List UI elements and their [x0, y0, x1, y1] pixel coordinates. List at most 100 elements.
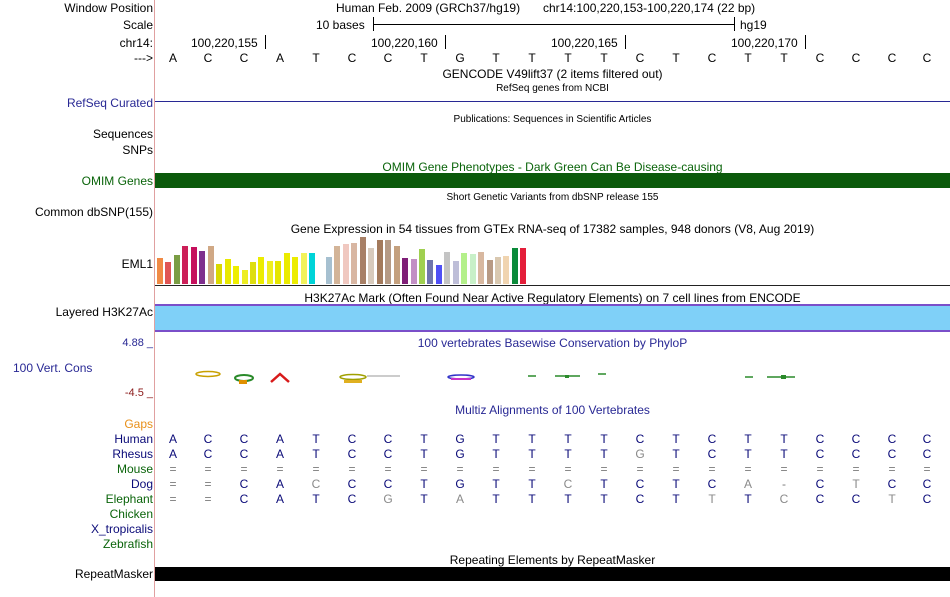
alignment-base: = [420, 462, 428, 476]
gtex-tissue-bar[interactable] [402, 258, 408, 284]
chr-label: chr14: [119, 36, 153, 50]
gtex-tissue-bar[interactable] [461, 253, 467, 284]
gtex-tissue-bar[interactable] [427, 260, 433, 284]
alignment-base: = [888, 462, 896, 476]
gtex-tissue-bar[interactable] [503, 256, 509, 284]
gtex-tissue-bar[interactable] [208, 246, 214, 284]
gtex-tissue-bar[interactable] [225, 259, 231, 284]
alignment-base: T [600, 477, 608, 491]
gtex-tissue-bar[interactable] [233, 266, 239, 284]
alignment-base: = [169, 492, 177, 506]
gtex-tissue-bar[interactable] [326, 257, 332, 284]
gtex-tissue-bar[interactable] [250, 262, 256, 284]
refseq-track-line[interactable] [155, 101, 950, 102]
rmsk-track-title[interactable]: Repeating Elements by RepeatMasker [449, 553, 656, 567]
gtex-tissue-bar[interactable] [419, 249, 425, 284]
coordinates-text[interactable]: chr14:100,220,153-100,220,174 (22 bp) [543, 1, 756, 15]
alignment-base: C [922, 432, 932, 446]
gtex-tissue-bar[interactable] [309, 253, 315, 284]
species-label[interactable]: Elephant [105, 492, 153, 506]
gtex-tissue-bar[interactable] [453, 261, 459, 284]
cons-track-title[interactable]: 100 vertebrates Basewise Conservation by… [417, 336, 688, 350]
gtex-tissue-bar[interactable] [157, 258, 163, 284]
species-label[interactable]: Rhesus [112, 447, 153, 461]
reference-base: T [312, 51, 320, 65]
alignment-base: C [203, 447, 213, 461]
cons-mark [344, 380, 362, 383]
gaps-label[interactable]: Gaps [124, 417, 153, 431]
gtex-tissue-bar[interactable] [351, 243, 357, 284]
gtex-gene-label[interactable]: EML1 [121, 257, 153, 271]
alignment-base: C [383, 477, 393, 491]
gtex-tissue-bar[interactable] [385, 240, 391, 284]
alignment-base: - [782, 477, 786, 491]
gtex-tissue-bar[interactable] [360, 237, 366, 284]
gtex-tissue-bar[interactable] [495, 257, 501, 284]
omim-track-title[interactable]: OMIM Gene Phenotypes - Dark Green Can Be… [382, 160, 723, 174]
gtex-tissue-bar[interactable] [478, 252, 484, 284]
sequences-label[interactable]: Sequences [92, 127, 153, 141]
gtex-tissue-bar[interactable] [216, 264, 222, 284]
gtex-tissue-bar[interactable] [292, 257, 298, 284]
scale-label: Scale [122, 18, 153, 32]
gtex-tissue-bar[interactable] [343, 244, 349, 284]
gtex-tissue-bar[interactable] [199, 251, 205, 284]
snps-label[interactable]: SNPs [122, 143, 153, 157]
gtex-tissue-bar[interactable] [520, 248, 526, 284]
h3k27-track-title[interactable]: H3K27Ac Mark (Often Found Near Active Re… [304, 291, 801, 305]
gtex-tissue-bar[interactable] [165, 262, 171, 284]
species-label[interactable]: Human [114, 432, 153, 446]
dbsnp-track-title: Short Genetic Variants from dbSNP releas… [446, 192, 659, 203]
multiz-track-title[interactable]: Multiz Alignments of 100 Vertebrates [455, 403, 650, 417]
gtex-tissue-bar[interactable] [411, 259, 417, 284]
gtex-tissue-bar[interactable] [242, 270, 248, 284]
species-label[interactable]: Chicken [109, 507, 153, 521]
gtex-tissue-bar[interactable] [487, 260, 493, 284]
alignment-base: = [492, 462, 500, 476]
cons-track-label[interactable]: 100 Vert. Cons [13, 361, 93, 375]
omim-gene-bar[interactable] [155, 173, 950, 188]
cons-mark [451, 378, 471, 380]
h3k27-track-label[interactable]: Layered H3K27Ac [55, 305, 153, 319]
omim-track-label[interactable]: OMIM Genes [81, 174, 153, 188]
track-label-divider [154, 0, 155, 597]
cons-mark [270, 372, 290, 383]
alignment-base: C [851, 447, 861, 461]
gtex-tissue-bar[interactable] [267, 261, 273, 284]
assembly-text[interactable]: Human Feb. 2009 (GRCh37/hg19) [336, 1, 521, 15]
gtex-track-title[interactable]: Gene Expression in 54 tissues from GTEx … [290, 222, 815, 236]
gtex-tissue-bar[interactable] [394, 246, 400, 284]
h3k27-signal[interactable] [155, 306, 950, 330]
gtex-tissue-bar[interactable] [368, 248, 374, 284]
rmsk-bar[interactable] [155, 567, 950, 581]
gtex-tissue-bar[interactable] [191, 247, 197, 284]
rmsk-track-label[interactable]: RepeatMasker [74, 567, 153, 581]
species-label[interactable]: Zebrafish [102, 537, 153, 551]
gtex-tissue-bar[interactable] [512, 248, 518, 284]
alignment-base: T [492, 447, 500, 461]
gtex-tissue-bar[interactable] [436, 265, 442, 284]
strand-arrow-label: ---> [134, 51, 153, 65]
conservation-logo[interactable] [155, 365, 950, 385]
gtex-tissue-bar[interactable] [174, 255, 180, 284]
refseq-track-label[interactable]: RefSeq Curated [66, 96, 153, 110]
gtex-tissue-bar[interactable] [275, 261, 281, 284]
gtex-tissue-bar[interactable] [258, 257, 264, 284]
gtex-tissue-bar[interactable] [470, 254, 476, 284]
gtex-tissue-bar[interactable] [182, 246, 188, 284]
gtex-tissue-bar[interactable] [284, 253, 290, 284]
alignment-base: = [312, 462, 320, 476]
gtex-tissue-bar[interactable] [377, 240, 383, 284]
gtex-tissue-bar[interactable] [444, 252, 450, 284]
gtex-tissue-bar[interactable] [334, 246, 340, 284]
reference-base: C [851, 51, 861, 65]
alignment-base: G [635, 447, 645, 461]
gencode-track-title[interactable]: GENCODE V49lift37 (2 items filtered out) [442, 67, 663, 81]
species-label[interactable]: Dog [130, 477, 153, 491]
species-label[interactable]: Mouse [116, 462, 153, 476]
alignment-base: T [312, 432, 320, 446]
tick-label: 100,220,155 [191, 36, 258, 50]
dbsnp-track-label[interactable]: Common dbSNP(155) [34, 205, 153, 219]
gtex-tissue-bar[interactable] [301, 253, 307, 284]
species-label[interactable]: X_tropicalis [90, 522, 153, 536]
